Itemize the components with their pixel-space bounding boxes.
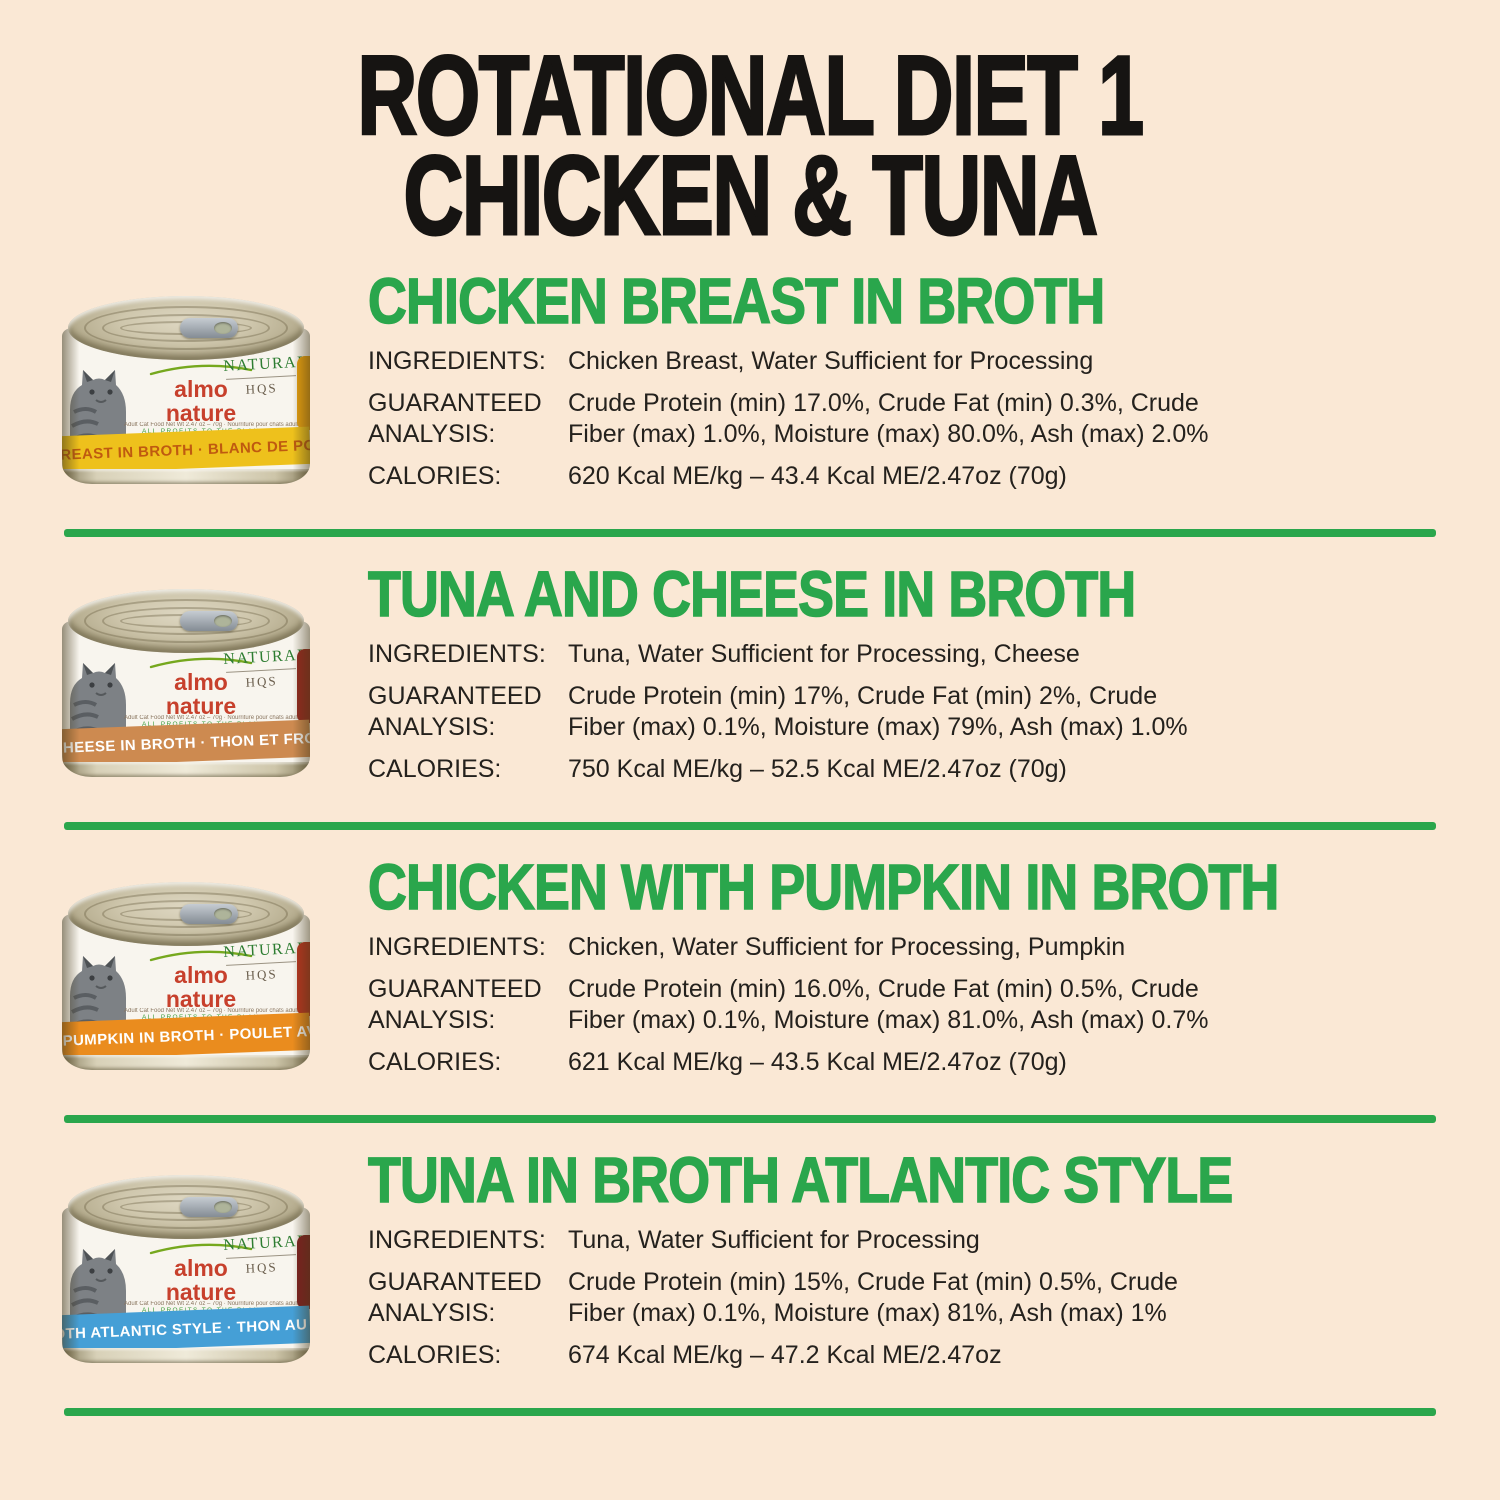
- section-divider: [64, 822, 1436, 830]
- pull-tab-icon: [180, 1197, 238, 1217]
- product-heading: TUNA AND CHEESE IN BROTH: [367, 558, 1137, 630]
- label-art-sliver: [297, 1235, 310, 1309]
- ingredients-row: INGREDIENTS: Chicken, Water Sufficient f…: [368, 932, 1452, 963]
- section-divider: [64, 529, 1436, 537]
- product-section: almo nature ALL PROFITS TO THE PLANET NA…: [0, 265, 1500, 503]
- can-lid: [68, 296, 304, 360]
- analysis-value: Crude Protein (min) 17.0%, Crude Fat (mi…: [568, 389, 1209, 448]
- calories-value: 674 Kcal ME/kg – 47.2 Kcal ME/2.47oz: [568, 1341, 1002, 1369]
- can-lid: [68, 1175, 304, 1239]
- analysis-value: Crude Protein (min) 15%, Crude Fat (min)…: [568, 1268, 1178, 1327]
- natural-hqs-block: NATURAL HQS: [222, 353, 309, 399]
- quality-mark: HQS: [245, 673, 278, 690]
- analysis-label: GUARANTEED ANALYSIS:: [368, 975, 542, 1034]
- ingredients-value: Chicken Breast, Water Sufficient for Pro…: [568, 347, 1094, 375]
- range-name: NATURAL: [222, 353, 309, 375]
- pull-tab-icon: [180, 318, 238, 338]
- calories-value: 621 Kcal ME/kg – 43.5 Kcal ME/2.47oz (70…: [568, 1048, 1067, 1076]
- product-info: CHICKEN BREAST IN BROTH INGREDIENTS: Chi…: [367, 265, 1440, 503]
- can-column: almo nature ALL PROFITS TO THE PLANET NA…: [60, 563, 312, 796]
- label-art-sliver: [297, 356, 310, 430]
- product-heading: CHICKEN BREAST IN BROTH: [367, 265, 1105, 337]
- pull-tab-icon: [180, 904, 238, 924]
- can-column: almo nature ALL PROFITS TO THE PLANET NA…: [60, 1149, 312, 1382]
- range-name: NATURAL: [222, 939, 309, 961]
- can-bottom-rim: [62, 762, 310, 777]
- can-bottom-rim: [62, 1055, 310, 1070]
- product-heading: CHICKEN WITH PUMPKIN IN BROTH: [367, 851, 1280, 923]
- product-section: almo nature ALL PROFITS TO THE PLANET NA…: [0, 558, 1500, 796]
- calories-row: CALORIES: 674 Kcal ME/kg – 47.2 Kcal ME/…: [368, 1340, 1440, 1371]
- quality-mark: HQS: [245, 966, 278, 983]
- analysis-label: GUARANTEED ANALYSIS:: [368, 1268, 542, 1327]
- analysis-row: GUARANTEED ANALYSIS: Crude Protein (min)…: [368, 974, 1452, 1036]
- section-divider: [64, 1408, 1436, 1416]
- page-title-line2: CHICKEN & TUNA: [402, 133, 1099, 258]
- label-art-sliver: [297, 649, 310, 723]
- ingredients-row: INGREDIENTS: Chicken Breast, Water Suffi…: [368, 346, 1440, 377]
- product-heading: TUNA IN BROTH ATLANTIC STYLE: [367, 1144, 1234, 1216]
- calories-row: CALORIES: 750 Kcal ME/kg – 52.5 Kcal ME/…: [368, 754, 1440, 785]
- analysis-row: GUARANTEED ANALYSIS: Crude Protein (min)…: [368, 1267, 1440, 1329]
- label-art-sliver: [297, 942, 310, 1016]
- calories-label: CALORIES:: [368, 1048, 502, 1076]
- ingredients-label: INGREDIENTS:: [368, 640, 546, 668]
- product-info: CHICKEN WITH PUMPKIN IN BROTH INGREDIENT…: [367, 851, 1452, 1089]
- product-section: almo nature ALL PROFITS TO THE PLANET NA…: [0, 1144, 1500, 1382]
- page-header: ROTATIONAL DIET 1 CHICKEN & TUNA: [0, 0, 1500, 258]
- product-info: TUNA AND CHEESE IN BROTH INGREDIENTS: Tu…: [367, 558, 1440, 796]
- can-column: almo nature ALL PROFITS TO THE PLANET NA…: [60, 856, 312, 1089]
- ingredients-row: INGREDIENTS: Tuna, Water Sufficient for …: [368, 1225, 1440, 1256]
- can-lid: [68, 589, 304, 653]
- analysis-row: GUARANTEED ANALYSIS: Crude Protein (min)…: [368, 681, 1440, 743]
- calories-label: CALORIES:: [368, 755, 502, 783]
- ingredients-value: Chicken, Water Sufficient for Processing…: [568, 933, 1126, 961]
- analysis-row: GUARANTEED ANALYSIS: Crude Protein (min)…: [368, 388, 1440, 450]
- calories-value: 750 Kcal ME/kg – 52.5 Kcal ME/2.47oz (70…: [568, 755, 1067, 783]
- calories-row: CALORIES: 620 Kcal ME/kg – 43.4 Kcal ME/…: [368, 461, 1440, 492]
- quality-mark: HQS: [245, 1259, 278, 1276]
- product-section: almo nature ALL PROFITS TO THE PLANET NA…: [0, 851, 1500, 1089]
- section-divider: [64, 1115, 1436, 1123]
- ingredients-value: Tuna, Water Sufficient for Processing: [568, 1226, 980, 1254]
- can-photo: almo nature ALL PROFITS TO THE PLANET NA…: [60, 296, 312, 484]
- page-title-line1: ROTATIONAL DIET 1: [356, 33, 1145, 158]
- can-bottom-rim: [62, 1348, 310, 1363]
- ingredients-row: INGREDIENTS: Tuna, Water Sufficient for …: [368, 639, 1440, 670]
- ingredients-label: INGREDIENTS:: [368, 1226, 546, 1254]
- can-photo: almo nature ALL PROFITS TO THE PLANET NA…: [60, 1175, 312, 1363]
- calories-label: CALORIES:: [368, 1341, 502, 1369]
- pull-tab-icon: [180, 611, 238, 631]
- ingredients-value: Tuna, Water Sufficient for Processing, C…: [568, 640, 1080, 668]
- natural-hqs-block: NATURAL HQS: [222, 646, 309, 692]
- quality-mark: HQS: [245, 380, 278, 397]
- range-name: NATURAL: [222, 646, 309, 668]
- analysis-value: Crude Protein (min) 16.0%, Crude Fat (mi…: [568, 975, 1209, 1034]
- product-info: TUNA IN BROTH ATLANTIC STYLE INGREDIENTS…: [367, 1144, 1440, 1382]
- can-column: almo nature ALL PROFITS TO THE PLANET NA…: [60, 270, 312, 503]
- analysis-value: Crude Protein (min) 17%, Crude Fat (min)…: [568, 682, 1188, 741]
- can-lid: [68, 882, 304, 946]
- calories-row: CALORIES: 621 Kcal ME/kg – 43.5 Kcal ME/…: [368, 1047, 1452, 1078]
- analysis-label: GUARANTEED ANALYSIS:: [368, 389, 542, 448]
- natural-hqs-block: NATURAL HQS: [222, 939, 309, 985]
- ingredients-label: INGREDIENTS:: [368, 933, 546, 961]
- can-photo: almo nature ALL PROFITS TO THE PLANET NA…: [60, 589, 312, 777]
- can-bottom-rim: [62, 469, 310, 484]
- calories-value: 620 Kcal ME/kg – 43.4 Kcal ME/2.47oz (70…: [568, 462, 1067, 490]
- calories-label: CALORIES:: [368, 462, 502, 490]
- ingredients-label: INGREDIENTS:: [368, 347, 546, 375]
- analysis-label: GUARANTEED ANALYSIS:: [368, 682, 542, 741]
- natural-hqs-block: NATURAL HQS: [222, 1232, 309, 1278]
- range-name: NATURAL: [222, 1232, 309, 1254]
- can-photo: almo nature ALL PROFITS TO THE PLANET NA…: [60, 882, 312, 1070]
